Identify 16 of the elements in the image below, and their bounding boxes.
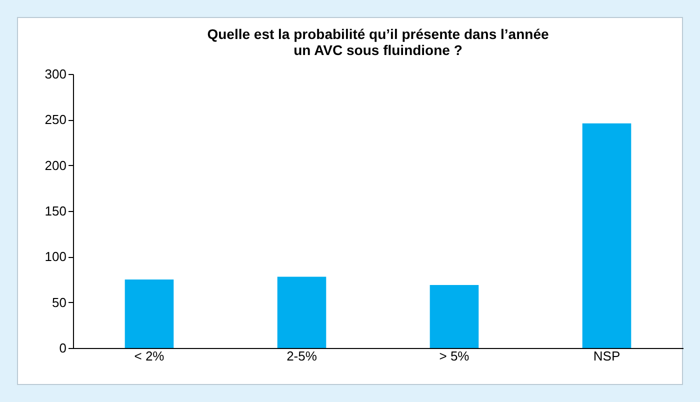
y-tick-label: 100 bbox=[44, 249, 66, 264]
bar bbox=[124, 280, 174, 348]
y-tick-label: 50 bbox=[52, 294, 66, 310]
y-tick-label: 250 bbox=[44, 112, 66, 128]
chart-title: Quelle est la probabilité qu’il présente dans l’année un AVC sous fluindione ? bbox=[207, 26, 549, 58]
y-tick-label: 0 bbox=[59, 340, 66, 356]
x-tick-label: 2-5% bbox=[286, 348, 318, 364]
bar bbox=[582, 123, 632, 348]
x-tick-label: > 5% bbox=[439, 348, 470, 364]
y-tick-label: 200 bbox=[44, 158, 66, 173]
x-tick-label: < 2% bbox=[134, 348, 165, 364]
bar bbox=[430, 284, 479, 348]
x-tick-label: NSP bbox=[593, 348, 620, 364]
bar bbox=[277, 276, 326, 348]
y-tick-label: 150 bbox=[44, 204, 66, 218]
y-tick-label: 300 bbox=[44, 66, 66, 82]
